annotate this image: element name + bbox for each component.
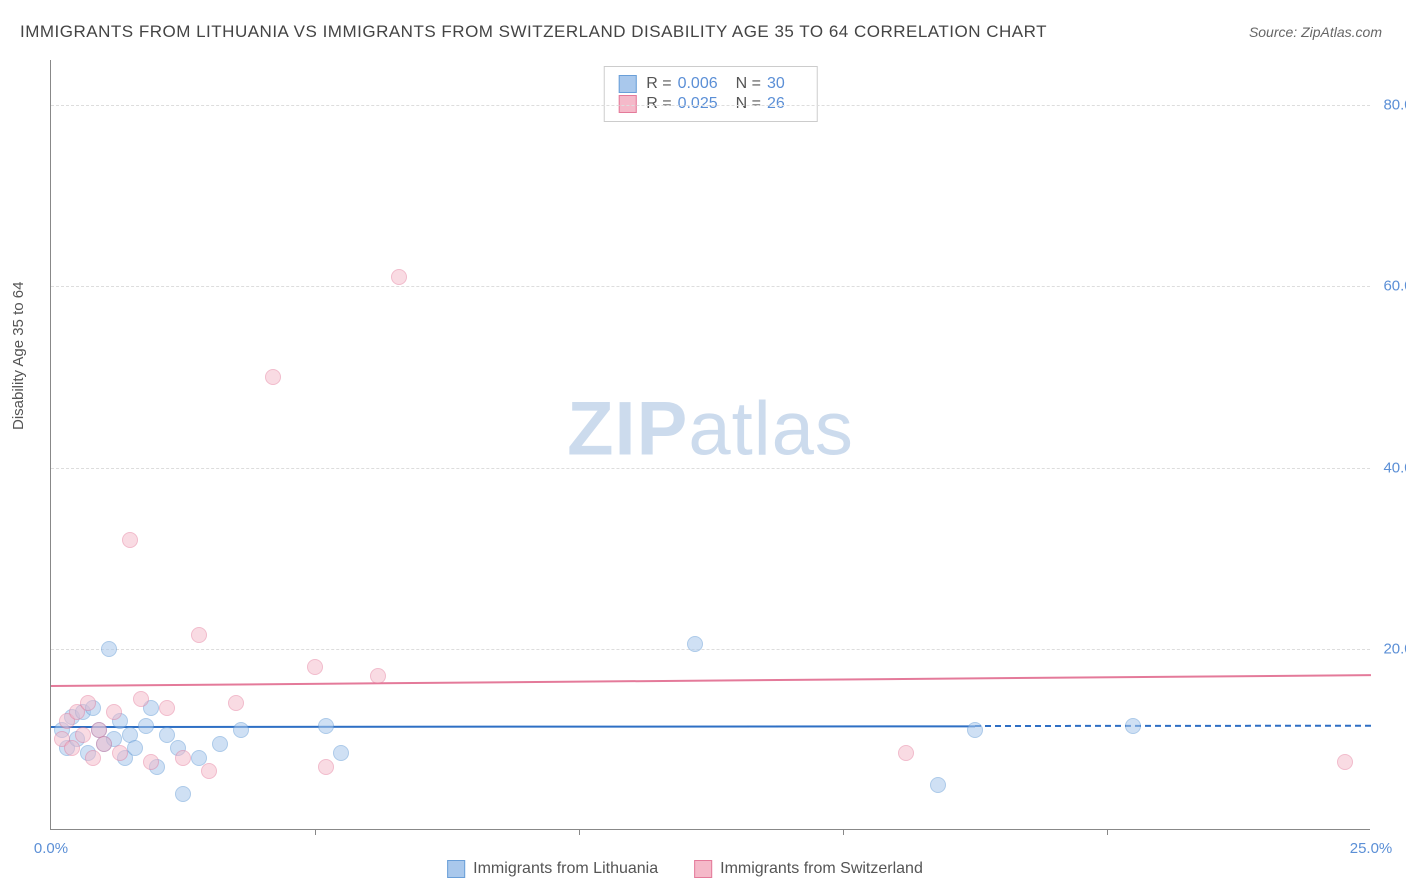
legend-stat-row: R = 0.006 N = 30 <box>618 75 803 93</box>
legend-swatch <box>447 860 465 878</box>
data-point <box>127 740 143 756</box>
data-point <box>228 695 244 711</box>
legend-series: Immigrants from Lithuania Immigrants from… <box>447 860 959 878</box>
data-point <box>133 691 149 707</box>
y-tick-label: 20.0% <box>1383 640 1406 657</box>
data-point <box>175 786 191 802</box>
data-point <box>898 745 914 761</box>
data-point <box>75 727 91 743</box>
data-point <box>687 636 703 652</box>
legend-label: Immigrants from Switzerland <box>720 860 923 877</box>
data-point <box>85 750 101 766</box>
data-point <box>930 777 946 793</box>
data-point <box>191 750 207 766</box>
n-label: N = <box>736 95 761 112</box>
source-label: Source: ZipAtlas.com <box>1249 24 1382 40</box>
y-tick-label: 40.0% <box>1383 459 1406 476</box>
data-point <box>191 627 207 643</box>
gridline <box>51 286 1370 287</box>
data-point <box>122 532 138 548</box>
legend-swatch <box>618 75 636 93</box>
legend-item: Immigrants from Switzerland <box>694 860 923 877</box>
trend-line <box>51 725 975 728</box>
watermark-bold: ZIP <box>567 387 688 472</box>
x-tick-label: 25.0% <box>1350 840 1393 857</box>
data-point <box>212 736 228 752</box>
trend-line-dashed <box>975 725 1371 727</box>
data-point <box>80 695 96 711</box>
data-point <box>1337 754 1353 770</box>
data-point <box>967 722 983 738</box>
r-label: R = <box>646 95 671 112</box>
data-point <box>175 750 191 766</box>
gridline <box>51 105 1370 106</box>
r-value: 0.025 <box>678 95 718 112</box>
x-tick-mark <box>315 829 316 835</box>
data-point <box>143 754 159 770</box>
data-point <box>333 745 349 761</box>
r-label: R = <box>646 75 671 92</box>
watermark-rest: atlas <box>688 387 854 472</box>
watermark: ZIPatlas <box>567 386 854 473</box>
n-value: 26 <box>767 95 785 112</box>
x-tick-mark <box>579 829 580 835</box>
data-point <box>370 668 386 684</box>
data-point <box>64 740 80 756</box>
data-point <box>265 369 281 385</box>
legend-swatch <box>694 860 712 878</box>
legend-swatch <box>618 95 636 113</box>
data-point <box>1125 718 1141 734</box>
data-point <box>318 718 334 734</box>
data-point <box>159 700 175 716</box>
chart-title: IMMIGRANTS FROM LITHUANIA VS IMMIGRANTS … <box>20 22 1047 42</box>
data-point <box>159 727 175 743</box>
data-point <box>106 704 122 720</box>
chart-plot-area: ZIPatlas R =0.006N =30R =0.025N =26 20.0… <box>50 60 1370 830</box>
legend-item: Immigrants from Lithuania <box>447 860 658 877</box>
data-point <box>307 659 323 675</box>
gridline <box>51 468 1370 469</box>
data-point <box>101 641 117 657</box>
legend-label: Immigrants from Lithuania <box>473 860 658 877</box>
y-axis-label: Disability Age 35 to 64 <box>10 282 27 430</box>
y-tick-label: 60.0% <box>1383 278 1406 295</box>
data-point <box>233 722 249 738</box>
r-value: 0.006 <box>678 75 718 92</box>
x-tick-label: 0.0% <box>34 840 68 857</box>
data-point <box>318 759 334 775</box>
legend-stats: R = 0.006 N = 30 R = 0.025 N = 26 <box>603 66 818 122</box>
x-tick-mark <box>843 829 844 835</box>
data-point <box>391 269 407 285</box>
gridline <box>51 649 1370 650</box>
data-point <box>138 718 154 734</box>
trend-line <box>51 674 1371 687</box>
data-point <box>201 763 217 779</box>
data-point <box>112 745 128 761</box>
n-label: N = <box>736 75 761 92</box>
y-tick-label: 80.0% <box>1383 97 1406 114</box>
data-point <box>96 736 112 752</box>
n-value: 30 <box>767 75 785 92</box>
x-tick-mark <box>1107 829 1108 835</box>
